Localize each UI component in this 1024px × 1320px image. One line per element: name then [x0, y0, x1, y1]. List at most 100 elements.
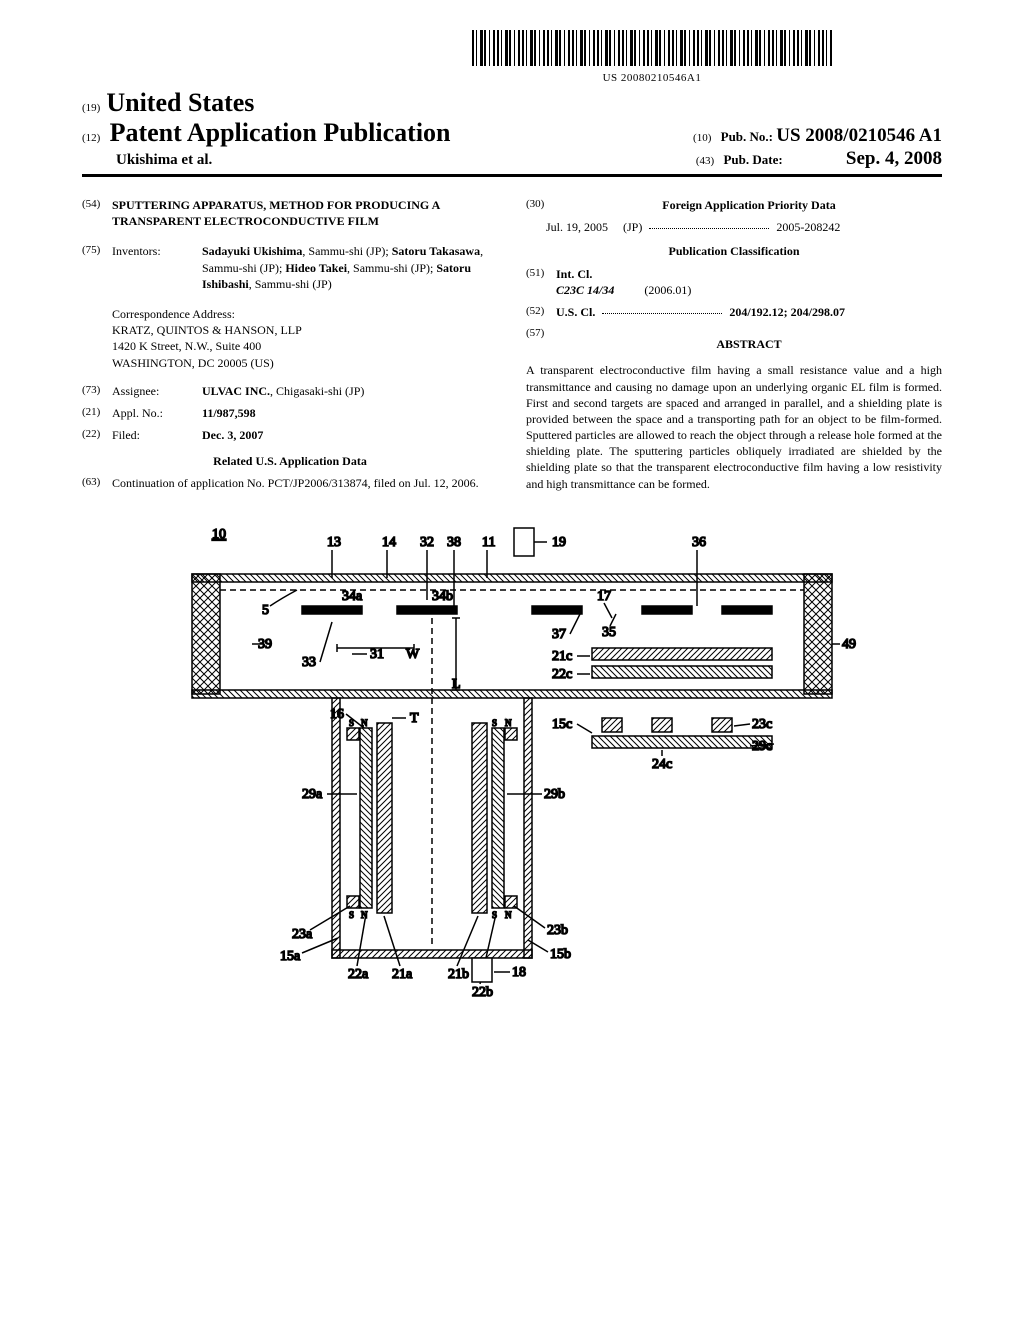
- fig-label-34b: 34b: [432, 589, 453, 604]
- patent-figure: 10 13 14 32 38 11 19 36: [82, 518, 942, 998]
- title-row: (54) SPUTTERING APPARATUS, METHOD FOR PR…: [82, 197, 498, 229]
- foreign-date: Jul. 19, 2005: [546, 220, 608, 234]
- fig-label-17: 17: [597, 589, 611, 604]
- authors: Ukishima et al.: [116, 152, 212, 168]
- pub-date-prefix: (43): [696, 155, 714, 167]
- foreign-num: (30): [526, 197, 556, 213]
- left-column: (54) SPUTTERING APPARATUS, METHOD FOR PR…: [82, 191, 498, 498]
- fig-label-35: 35: [602, 625, 616, 640]
- related-heading: Related U.S. Application Data: [82, 453, 498, 469]
- applno-row: (21) Appl. No.: 11/987,598: [82, 405, 498, 421]
- fig-label-14: 14: [382, 535, 396, 550]
- header-line-2: (12) Patent Application Publication (10)…: [82, 118, 942, 148]
- doc-kind-prefix: (12): [82, 132, 100, 144]
- intcl-num: (51): [526, 266, 556, 298]
- figure-svg: 10 13 14 32 38 11 19 36: [152, 518, 872, 998]
- intcl-label: Int. Cl.: [556, 267, 592, 281]
- fig-label-31: 31: [370, 647, 384, 662]
- fig-label-15a: 15a: [280, 949, 301, 964]
- fig-label-33: 33: [302, 655, 316, 670]
- corr-line2: 1420 K Street, N.W., Suite 400: [112, 338, 498, 354]
- abstract-heading: ABSTRACT: [556, 336, 942, 352]
- dotfill2: [602, 313, 722, 314]
- filed-row: (22) Filed: Dec. 3, 2007: [82, 427, 498, 443]
- pub-no-value: US 2008/0210546 A1: [776, 125, 942, 146]
- fig-label-15b: 15b: [550, 947, 571, 962]
- abstract-num: (57): [526, 326, 556, 356]
- fig-label-W: W: [406, 647, 420, 662]
- fig-label-29c: 29c: [752, 739, 772, 754]
- fig-label-22b: 22b: [472, 985, 493, 998]
- applno-num: (21): [82, 405, 112, 421]
- assignee-num: (73): [82, 383, 112, 399]
- fig-label-29b: 29b: [544, 787, 565, 802]
- corr-label: Correspondence Address:: [112, 306, 498, 322]
- inventors-label: Inventors:: [112, 243, 202, 292]
- fig-label-5: 5: [262, 603, 269, 618]
- uscl-num: (52): [526, 304, 556, 320]
- pub-no-label: Pub. No.:: [721, 129, 773, 144]
- fig-label-21c: 21c: [552, 649, 572, 664]
- fig-label-S3: S: [492, 718, 497, 728]
- barcode-graphic: [472, 30, 832, 66]
- fig-label-24c: 24c: [652, 757, 672, 772]
- cont-num: (63): [82, 475, 112, 491]
- foreign-priority-row: Jul. 19, 2005 (JP) 2005-208242: [546, 219, 942, 235]
- fig-label-16: 16: [330, 707, 344, 722]
- inventors-num: (75): [82, 243, 112, 292]
- fig-label-N4: N: [505, 910, 512, 920]
- fig-label-23b: 23b: [547, 923, 568, 938]
- fig-label-T: T: [410, 711, 419, 726]
- fig-label-49: 49: [842, 637, 856, 652]
- dotfill: [649, 228, 769, 229]
- fig-label-22a: 22a: [348, 967, 369, 982]
- fig-label-21a: 21a: [392, 967, 413, 982]
- correspondence-block: Correspondence Address: KRATZ, QUINTOS &…: [112, 306, 498, 371]
- inventors-value: Sadayuki Ukishima, Sammu-shi (JP); Sator…: [202, 243, 498, 292]
- fig-label-19: 19: [552, 535, 566, 550]
- fig-label-22c: 22c: [552, 667, 572, 682]
- fig-label-S2: S: [349, 910, 354, 920]
- corr-line3: WASHINGTON, DC 20005 (US): [112, 355, 498, 371]
- header-line-1: (19) United States: [82, 88, 942, 118]
- fig-label-13: 13: [327, 535, 341, 550]
- abstract-text: A transparent electroconductive film hav…: [526, 362, 942, 492]
- fig-label-18: 18: [512, 965, 526, 980]
- foreign-heading: Foreign Application Priority Data: [662, 198, 835, 212]
- fig-label-29a: 29a: [302, 787, 323, 802]
- uscl-value: 204/192.12; 204/298.07: [729, 305, 845, 319]
- fig-label-21b: 21b: [448, 967, 469, 982]
- right-column: (30) Foreign Application Priority Data J…: [526, 191, 942, 498]
- barcode-text: US 20080210546A1: [362, 72, 942, 84]
- fig-label-11: 11: [482, 535, 495, 550]
- doc-kind: Patent Application Publication: [110, 118, 451, 147]
- uscl-label: U.S. Cl.: [556, 305, 595, 319]
- intcl-row: (51) Int. Cl. C23C 14/34 (2006.01): [526, 266, 942, 298]
- fig-label-36: 36: [692, 535, 706, 550]
- abstract-heading-row: (57) ABSTRACT: [526, 326, 942, 356]
- fig-label-15c: 15c: [552, 717, 572, 732]
- pub-no-prefix: (10): [693, 132, 711, 144]
- fig-label-38: 38: [447, 535, 461, 550]
- fig-label-N3: N: [505, 718, 512, 728]
- assignee-value: ULVAC INC., Chigasaki-shi (JP): [202, 383, 498, 399]
- foreign-heading-row: (30) Foreign Application Priority Data: [526, 197, 942, 213]
- continuation-row: (63) Continuation of application No. PCT…: [82, 475, 498, 491]
- applno-value: 11/987,598: [202, 406, 256, 420]
- assignee-label: Assignee:: [112, 383, 202, 399]
- pub-date-value: Sep. 4, 2008: [846, 148, 942, 169]
- intcl-code: C23C 14/34: [556, 283, 614, 297]
- pubclass-heading: Publication Classification: [526, 243, 942, 259]
- inventors-row: (75) Inventors: Sadayuki Ukishima, Sammu…: [82, 243, 498, 292]
- country-prefix: (19): [82, 102, 100, 114]
- title-num: (54): [82, 197, 112, 229]
- fig-label-32: 32: [420, 535, 434, 550]
- foreign-cc: (JP): [623, 220, 642, 234]
- foreign-appno: 2005-208242: [776, 220, 840, 234]
- filed-label: Filed:: [112, 427, 202, 443]
- corr-line1: KRATZ, QUINTOS & HANSON, LLP: [112, 322, 498, 338]
- pub-date-label: Pub. Date:: [723, 152, 782, 167]
- applno-label: Appl. No.:: [112, 405, 202, 421]
- uscl-row: (52) U.S. Cl. 204/192.12; 204/298.07: [526, 304, 942, 320]
- country-name: United States: [106, 88, 254, 118]
